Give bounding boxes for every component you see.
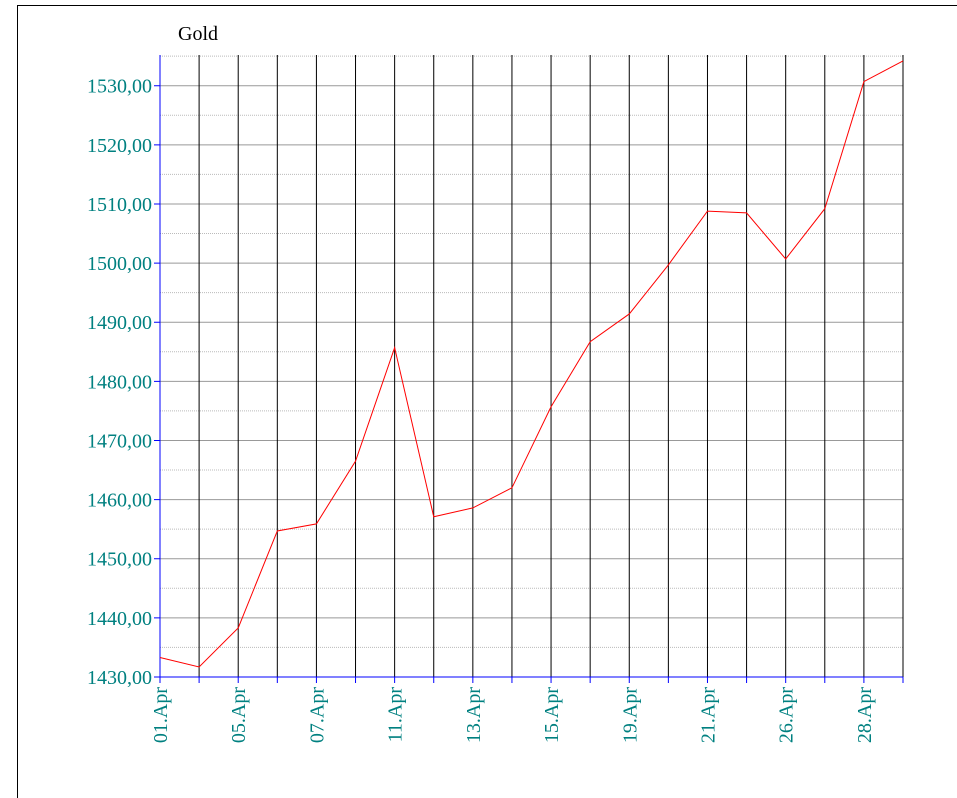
y-tick-label: 1480,00 — [87, 371, 152, 393]
y-tick-label: 1530,00 — [87, 76, 152, 98]
x-tick-label: 21.Apr — [697, 687, 719, 743]
y-tick-label: 1440,00 — [87, 608, 152, 630]
x-tick-label: 11.Apr — [385, 687, 407, 743]
x-tick-label: 26.Apr — [776, 687, 798, 743]
x-tick-label: 05.Apr — [228, 687, 250, 743]
chart-title: Gold — [178, 23, 218, 45]
x-tick-label: 19.Apr — [619, 687, 641, 743]
y-tick-label: 1510,00 — [87, 194, 152, 216]
y-tick-label: 1490,00 — [87, 312, 152, 334]
y-tick-label: 1500,00 — [87, 253, 152, 275]
line-series — [159, 60, 904, 668]
y-tick-label: 1450,00 — [87, 549, 152, 571]
x-tick-label: 15.Apr — [541, 687, 563, 743]
x-tick-label: 01.Apr — [150, 687, 172, 743]
y-tick-label: 1430,00 — [87, 667, 152, 689]
frame — [17, 5, 957, 798]
x-tick-label: 07.Apr — [306, 687, 328, 743]
y-tick-label: 1520,00 — [87, 135, 152, 157]
x-tick-label: 28.Apr — [854, 687, 876, 743]
y-tick-label: 1470,00 — [87, 430, 152, 452]
x-tick-label: 13.Apr — [463, 687, 485, 743]
y-tick-label: 1460,00 — [87, 490, 152, 512]
